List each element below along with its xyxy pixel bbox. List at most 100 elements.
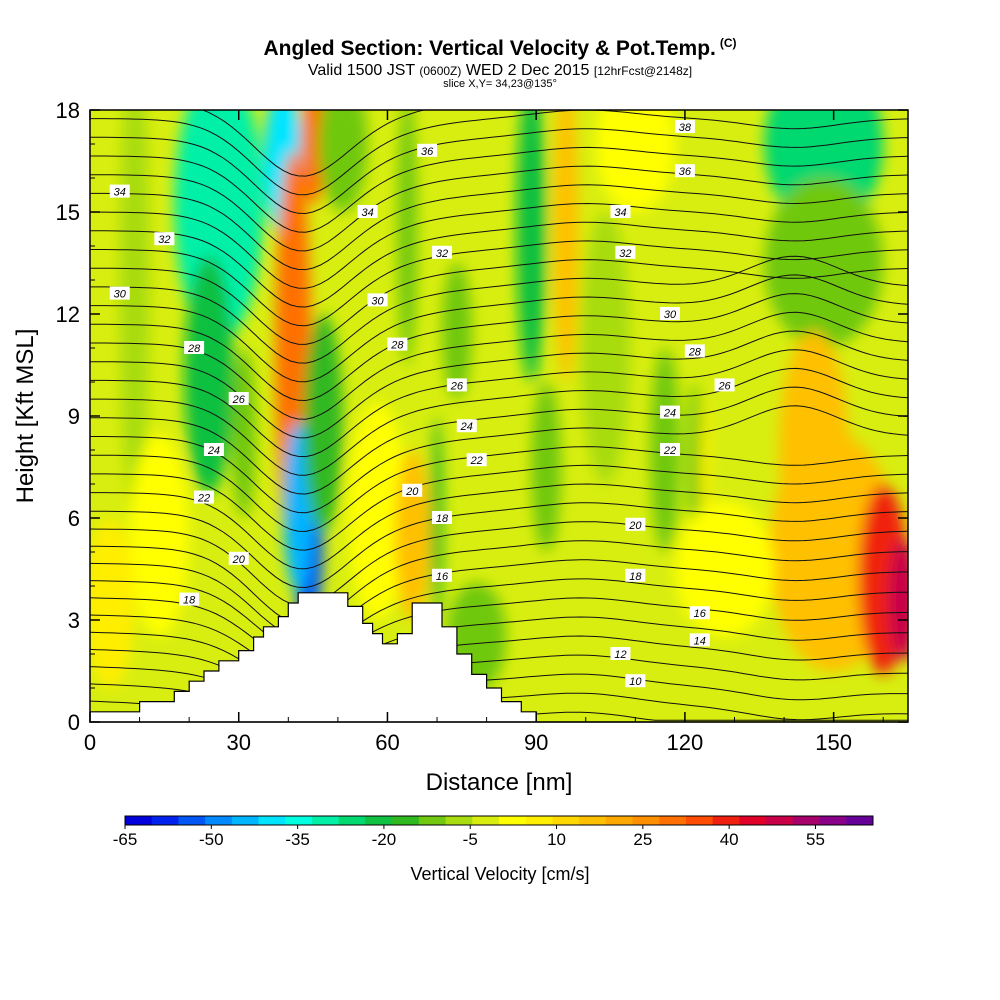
contour-label: 26 [446,378,467,392]
copyright-mark: (C) [719,36,737,50]
isentrope-line [90,293,908,402]
colorbar-label: Vertical Velocity [cm/s] [410,864,589,884]
contour-label: 10 [625,674,646,688]
contour-label-text: 30 [371,295,384,307]
colorbar-swatch [766,816,794,825]
contour-label: 38 [674,120,695,134]
colorbar-tick-label: -35 [285,830,310,849]
contour-label: 16 [431,568,452,583]
x-tick-label: 120 [667,730,704,755]
contour-label: 22 [194,490,215,505]
contour-label-text: 34 [361,207,373,219]
x-tick-label: 30 [226,730,250,755]
isentrope-line [90,255,908,364]
velocity-cell [516,110,547,382]
isentrope-line [90,202,908,289]
x-axis-label: Distance [nm] [426,769,573,796]
contour-label-text: 36 [679,166,692,178]
contour-label: 24 [660,405,681,420]
slice-info: slice X,Y= 34,23@135° [443,78,557,90]
valid-utc: (0600Z) [419,64,462,78]
isentrope-line [90,631,908,691]
valid-date: WED 2 Dec 2015 [465,62,590,79]
velocity-cell [303,314,343,532]
contour-label-text: 22 [197,493,210,505]
contour-label-text: 18 [436,513,449,525]
isentrope-line [90,146,908,233]
contour-label-text: 28 [688,346,702,358]
colorbar-swatch [579,816,607,825]
isentrope-line [90,597,908,665]
velocity-cell [397,110,418,365]
y-tick-label: 18 [56,98,80,123]
isentrope-line [90,578,908,652]
isentrope-line [90,559,908,639]
isentrope-line [90,464,908,551]
isentrope-line [90,540,908,625]
velocity-cell [129,433,190,637]
isentrope-line [90,386,908,495]
colorbar: -65 -50 -35 -20 -5 10 25 40 55 [113,815,874,849]
colorbar-swatch [125,816,153,825]
colorbar-swatch [552,816,580,825]
contour-label: 30 [367,293,388,307]
colorbar-swatch [632,816,660,825]
contour-label-text: 22 [470,455,483,467]
colorbar-swatch [392,816,420,825]
colorbar-tick-label: -20 [372,830,397,849]
isentrope-line [90,165,908,252]
velocity-cell [347,402,408,620]
isentrope-line [90,502,908,589]
isentrope-line [90,259,908,345]
isentrope-line [90,128,908,215]
contour-label-text: 32 [619,248,631,260]
velocity-cell [687,382,703,552]
velocity-cell [674,501,775,637]
velocity-cell [888,538,908,661]
contour-label-text: 36 [421,146,434,158]
contour-label: 32 [615,245,636,260]
contour-label: 20 [402,483,423,498]
colorbar-swatch [312,816,340,825]
colorbar-swatch [178,816,206,825]
contour-label-text: 24 [460,421,473,433]
y-tick-label: 0 [68,710,80,735]
velocity-cell [231,348,257,518]
y-tick-label: 15 [56,200,80,225]
colorbar-swatch [499,816,527,825]
valid-time-line: Valid 1500 JST (0600Z) WED 2 Dec 2015 [1… [307,62,693,79]
colorbar-tick-label: 25 [633,830,652,849]
isentrope-line [201,110,809,177]
contour-label-text: 20 [232,554,246,566]
colorbar-swatch [258,816,286,825]
colorbar-swatch [151,816,179,825]
contour-label-text: 32 [158,234,170,246]
colorbar-swatch [739,816,767,825]
x-tick-label: 60 [375,730,399,755]
contour-label: 20 [228,551,249,566]
chart-title: Angled Section: Vertical Velocity & Pot.… [263,36,737,60]
contour-label: 36 [417,143,438,158]
contour-label: 32 [431,245,452,260]
colorbar-swatch [205,816,233,825]
isentrope-line [90,446,908,532]
y-axis-label: Height [Kft MSL] [12,329,39,504]
colorbar-swatch [365,816,393,825]
contour-label-text: 10 [629,676,642,688]
colorbar-swatch [846,816,874,825]
contour-label: 34 [610,205,631,219]
velocity-cell [184,256,234,495]
contour-label: 28 [387,337,408,352]
colorbar-tick-label: 10 [547,830,566,849]
contour-label: 34 [357,205,378,219]
terrain-mask [89,592,908,723]
contour-label-text: 20 [405,486,419,498]
isentrope-line [90,614,908,678]
contour-label: 24 [203,443,224,457]
colorbar-swatch [231,816,260,825]
y-tick-label: 3 [68,608,80,633]
colorbar-tick-label: -65 [113,830,138,849]
contour-label-text: 30 [114,289,127,301]
colorbar-swatch [712,816,740,825]
contour-label: 14 [689,633,710,647]
